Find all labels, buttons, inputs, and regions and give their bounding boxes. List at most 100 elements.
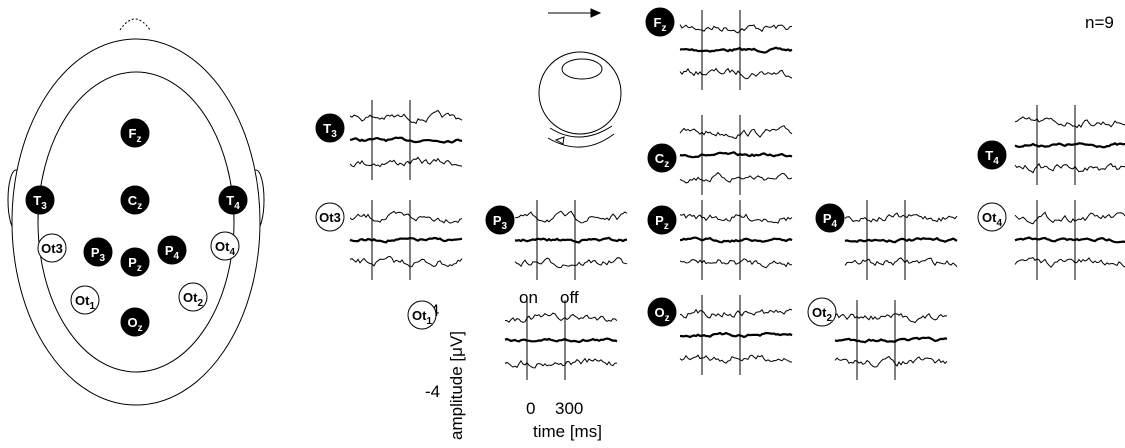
trace <box>504 357 617 369</box>
electrode-sub: z <box>136 134 141 145</box>
trace <box>349 109 463 125</box>
electrode-label: Ot1 <box>412 308 432 327</box>
trace <box>514 257 628 269</box>
trace <box>349 156 463 168</box>
electrode-circle <box>645 7 675 37</box>
electrode: Oz <box>647 297 677 327</box>
electrode-circle <box>210 231 240 261</box>
electrode-sub: 2 <box>826 313 832 324</box>
electrode-main: C <box>655 151 665 166</box>
eye-diagram <box>538 8 622 148</box>
electrode-circle <box>647 297 677 327</box>
trace <box>679 171 793 184</box>
electrode-circle <box>120 307 150 337</box>
electrode-label: Fz <box>654 15 667 34</box>
electrode: Ot4 <box>210 231 240 261</box>
electrode-circle <box>315 113 345 143</box>
electrode-label: P3 <box>493 213 508 232</box>
electrode-label: Ot4 <box>215 239 235 258</box>
electrode-sub: 3 <box>331 129 337 140</box>
electrode: Ot3 <box>315 202 345 232</box>
electrode: Pz <box>647 205 677 235</box>
trace <box>844 257 958 267</box>
electrode-main: T <box>226 193 234 208</box>
trace <box>1014 257 1125 269</box>
trace-panel <box>844 200 958 280</box>
time-0: 0 <box>526 399 535 418</box>
electrode-main: Ot <box>812 305 827 320</box>
electrode-sub: 4 <box>174 251 180 262</box>
electrode-main: F <box>654 15 662 30</box>
electrode-label: Cz <box>128 193 142 212</box>
electrode-main: P <box>823 211 832 226</box>
trace <box>349 136 463 144</box>
trace <box>679 308 793 319</box>
electrode: P3 <box>83 237 113 267</box>
electrode-label: Ot2 <box>812 305 832 324</box>
electrode-main: P <box>128 255 137 270</box>
electrode-label: Ot3 <box>319 210 341 225</box>
electrode-label: Pz <box>655 213 669 232</box>
annotations: n=9 +4 -4 on off 0 300 time [ms] amplitu… <box>420 13 1114 441</box>
trace <box>349 236 463 244</box>
electrode: Oz <box>120 307 150 337</box>
x-axis-label: time [ms] <box>533 422 602 441</box>
trace <box>679 151 793 159</box>
electrode-sub: z <box>137 263 142 274</box>
trace-panel <box>679 295 793 375</box>
electrode-main: F <box>129 126 137 141</box>
electrode-label: Ot2 <box>183 290 203 309</box>
electrode-main: T <box>33 193 41 208</box>
electrode: P4 <box>157 235 187 265</box>
trace <box>504 312 618 323</box>
electrode: T4 <box>218 185 248 215</box>
electrode-main: P <box>493 213 502 228</box>
electrode: Cz <box>120 185 150 215</box>
trace <box>834 355 948 368</box>
trace-panel <box>349 200 463 280</box>
electrode-sub: z <box>665 313 670 324</box>
electrode-sub: 1 <box>89 301 95 312</box>
electrode-sub: z <box>661 23 666 34</box>
trace <box>834 336 948 344</box>
trace <box>679 24 793 34</box>
trace <box>679 125 793 140</box>
electrode-sub: 4 <box>832 219 838 230</box>
electrode: Cz <box>647 143 677 173</box>
trace <box>679 67 793 80</box>
electrode-main: P <box>91 245 100 260</box>
electrode: T4 <box>977 140 1007 170</box>
electrode-circle <box>178 282 208 312</box>
electrode-main: Ot <box>412 308 427 323</box>
electrode-label: T4 <box>985 148 999 167</box>
electrode: Fz <box>120 118 150 148</box>
electrode-label: Oz <box>654 305 669 324</box>
trace <box>504 337 618 344</box>
electrode-main: Ot3 <box>319 210 341 225</box>
electrode-sub: 4 <box>993 156 999 167</box>
electrode-sub: z <box>664 221 669 232</box>
electrode-label: Cz <box>655 151 669 170</box>
electrode-label: T3 <box>323 121 337 140</box>
electrode-circle <box>218 185 248 215</box>
trace <box>679 236 793 244</box>
electrode-main: Ot <box>75 293 90 308</box>
electrode: P3 <box>485 205 515 235</box>
electrode-label: P4 <box>165 243 180 262</box>
electrode: Pz <box>120 247 150 277</box>
trace <box>844 212 958 223</box>
trace <box>514 236 628 244</box>
amp-min: -4 <box>425 382 440 401</box>
electrode-sub: z <box>138 323 143 334</box>
electrode: Ot2 <box>178 282 208 312</box>
trace-panel <box>679 10 793 90</box>
electrode: Ot3 <box>37 233 67 263</box>
electrode-label: P4 <box>823 211 838 230</box>
trace <box>1014 116 1125 129</box>
trace-panel <box>514 200 628 280</box>
electrode-label: T4 <box>226 193 240 212</box>
trace <box>844 236 958 244</box>
electrode-main: O <box>127 315 137 330</box>
trace <box>679 258 793 269</box>
